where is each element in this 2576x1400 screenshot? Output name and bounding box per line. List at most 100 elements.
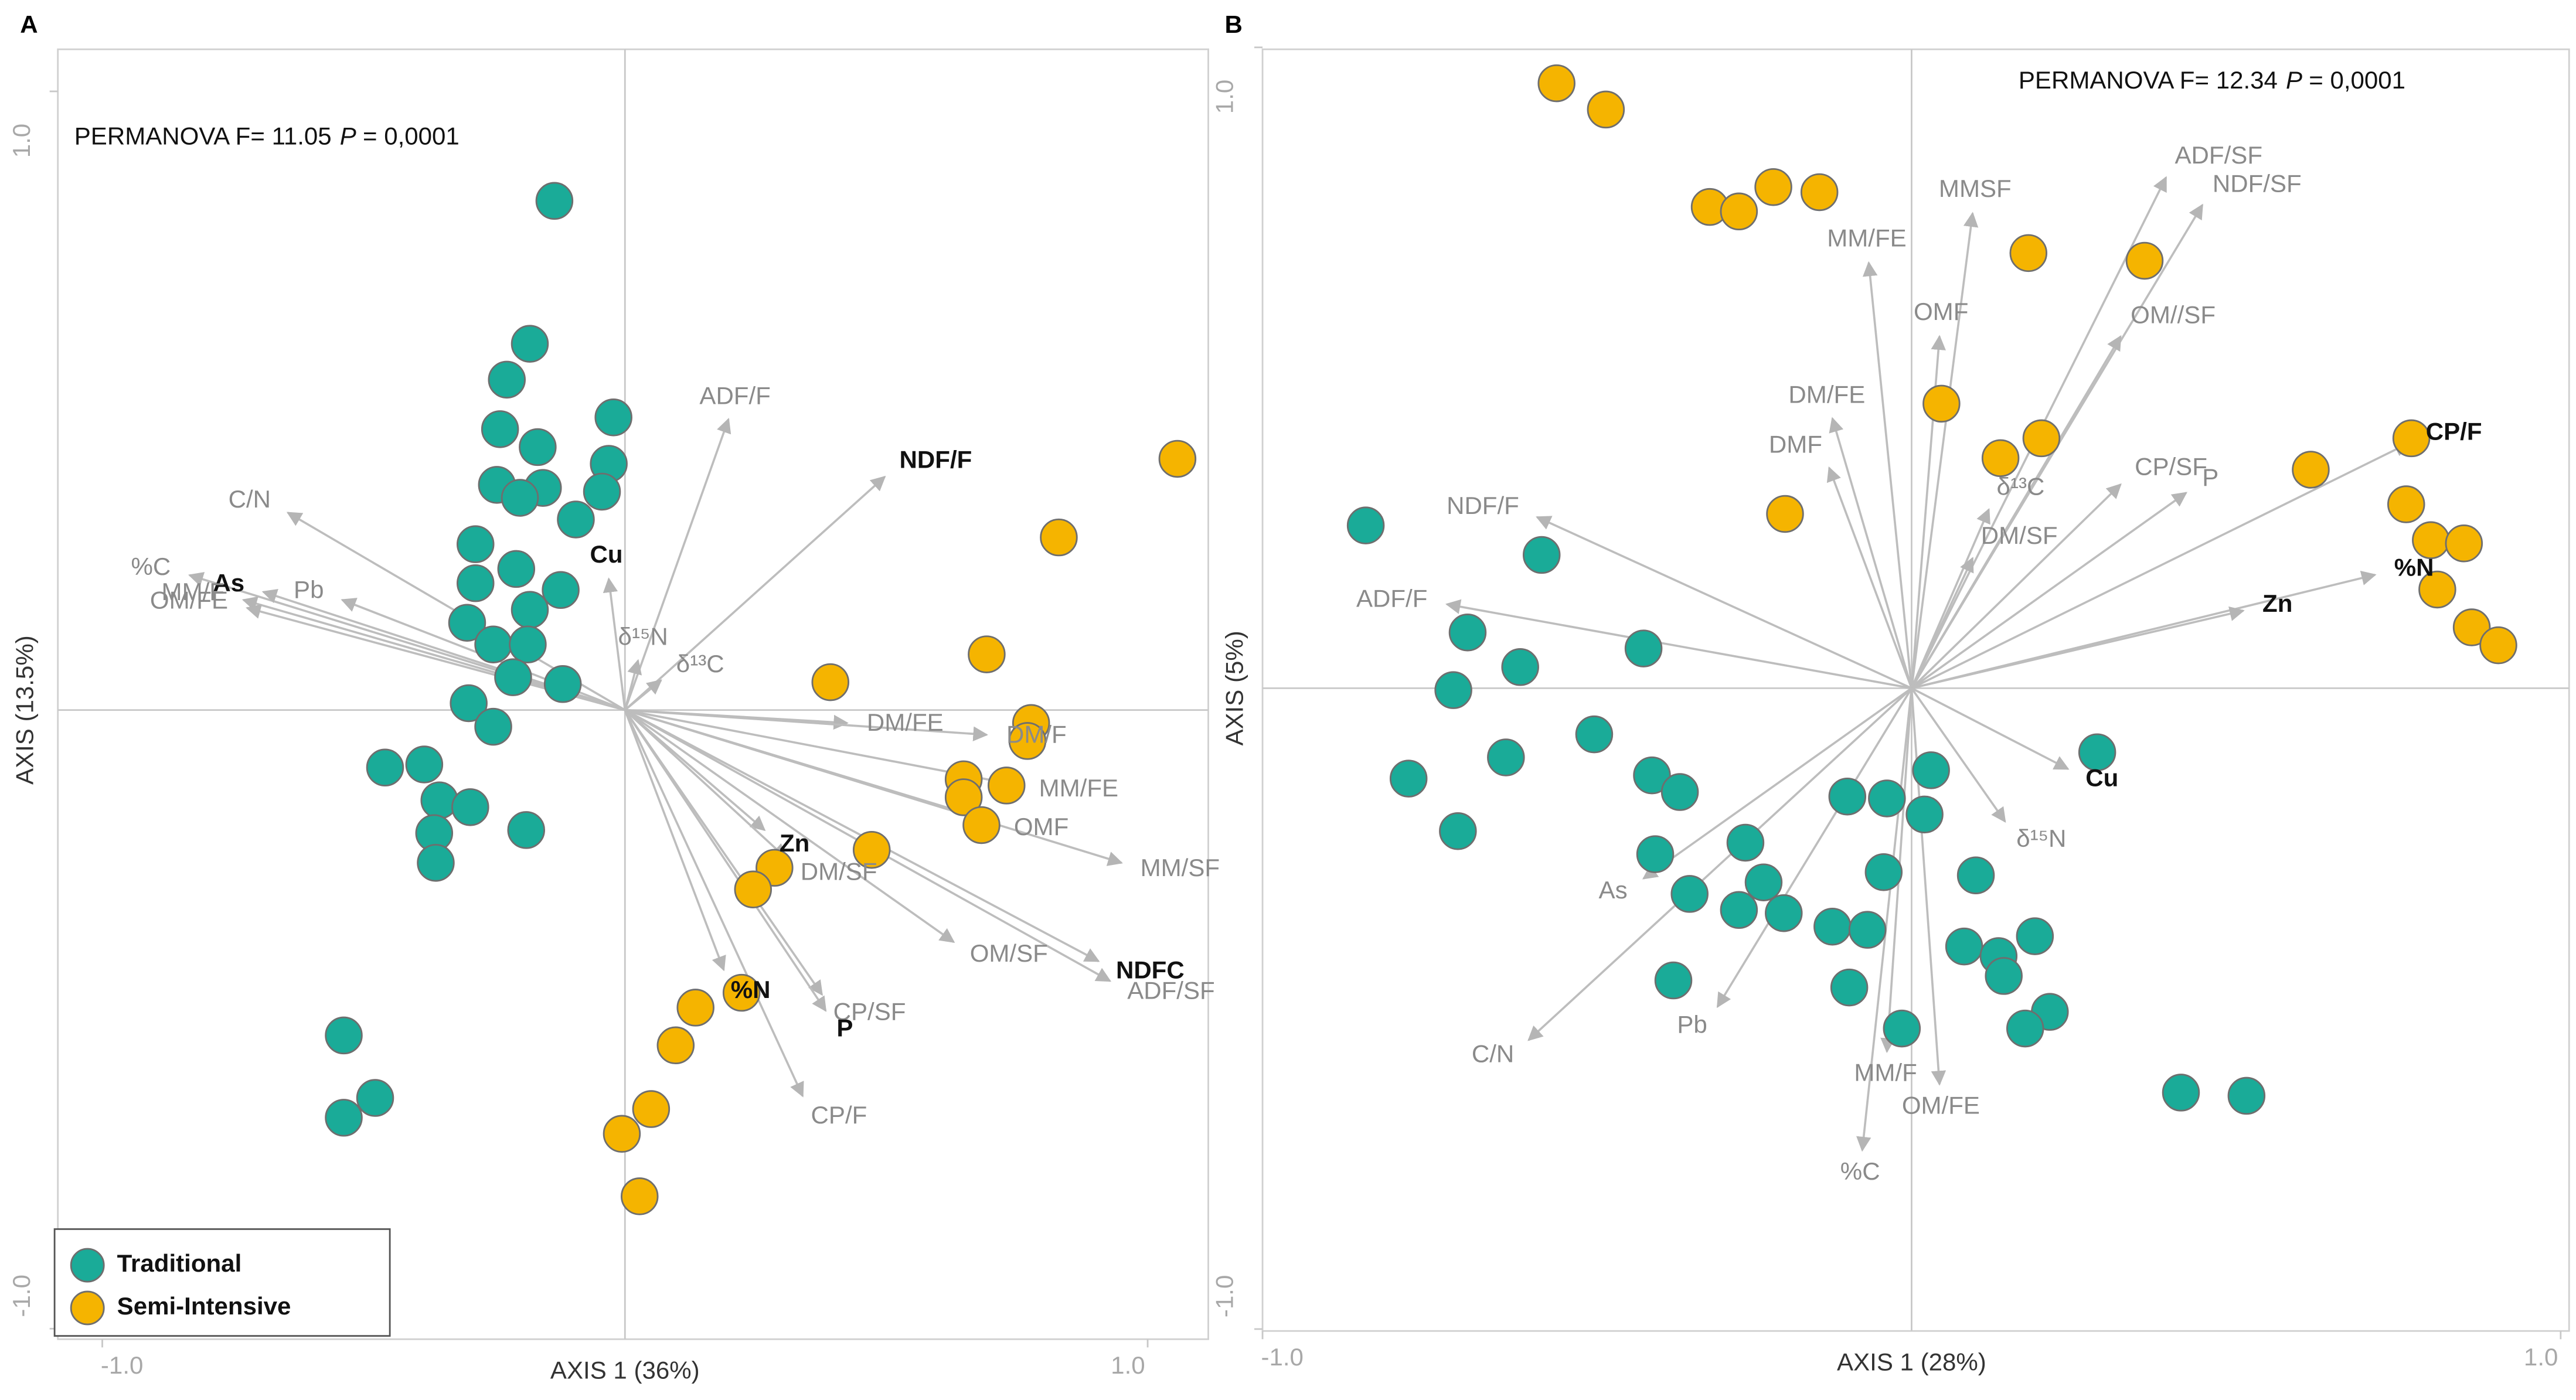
sample-point xyxy=(2078,733,2116,771)
loading-label: C/N xyxy=(1472,1040,1514,1067)
loading-label: OM/FE xyxy=(1902,1091,1980,1119)
loading-arrow xyxy=(1910,212,1979,689)
x-tick-label: 1.0 xyxy=(2524,1343,2558,1371)
x-tick-label: 1.0 xyxy=(1111,1351,1145,1379)
loading-label: OMF xyxy=(1914,298,1968,325)
sample-point xyxy=(325,1099,363,1137)
sample-point xyxy=(1636,835,1675,873)
y-tick-label: 1.0 xyxy=(8,124,35,158)
x-tick-label: -1.0 xyxy=(1261,1343,1303,1371)
legend-label: Traditional xyxy=(117,1249,242,1277)
loading-arrow xyxy=(1536,516,1913,690)
loading-label: %N xyxy=(731,976,771,1003)
sample-point xyxy=(1158,440,1197,478)
sample-point xyxy=(1487,738,1525,776)
x-axis-label: AXIS 1 (28%) xyxy=(1837,1348,1986,1375)
sample-point xyxy=(1726,823,1765,862)
loading-arrow xyxy=(624,679,662,711)
loading-arrow xyxy=(1910,687,2006,823)
loading-arrow xyxy=(624,709,726,972)
sample-point xyxy=(1848,911,1887,949)
sample-point xyxy=(474,707,512,746)
plot-frame xyxy=(1261,48,2570,1332)
loading-label: P xyxy=(836,1014,853,1041)
loading-arrow xyxy=(1910,557,1974,689)
loading-label: δ¹³C xyxy=(1997,472,2045,500)
loading-label: ADF/SF xyxy=(2175,141,2263,169)
loading-label: Zn xyxy=(2262,590,2292,617)
sample-point xyxy=(1956,856,1995,894)
permanova-annotation: PERMANOVA F= 12.34 P = 0,0001 xyxy=(2019,66,2405,94)
sample-point xyxy=(1883,1009,1921,1048)
loading-arrow xyxy=(1862,261,1913,689)
loading-label: Zn xyxy=(780,829,809,857)
sample-point xyxy=(1654,961,1693,1000)
sample-point xyxy=(1346,506,1385,544)
loading-arrow xyxy=(624,475,886,711)
sample-point xyxy=(519,428,557,466)
loading-label: NDFC xyxy=(1116,956,1185,984)
loading-label: DM/F xyxy=(1006,721,1067,748)
loading-label: DMF xyxy=(1769,431,1822,458)
sample-point xyxy=(2452,608,2491,646)
sample-point xyxy=(2445,524,2483,563)
loading-arrow xyxy=(624,708,997,826)
y-axis-label: AXIS (5%) xyxy=(1220,631,1248,745)
sample-point xyxy=(1670,875,1709,913)
legend-swatch xyxy=(70,1290,105,1326)
loading-arrow xyxy=(1527,687,1913,1041)
loading-arrow xyxy=(1911,483,2122,689)
loading-label: ADF/F xyxy=(699,382,770,410)
loading-label: P xyxy=(2202,464,2218,491)
sample-point xyxy=(405,745,444,784)
sample-point xyxy=(494,658,532,696)
sample-point xyxy=(944,778,983,816)
sample-point xyxy=(456,525,495,563)
loading-arrow xyxy=(624,709,827,1012)
sample-point xyxy=(1912,751,1950,789)
sample-point xyxy=(2387,485,2425,523)
y-tick-label: 1.0 xyxy=(1210,80,1238,114)
sample-point xyxy=(1765,894,1803,932)
loading-label: C/N xyxy=(229,485,271,513)
loading-label: MM/F xyxy=(162,578,224,605)
y-axis-label: AXIS (13.5%) xyxy=(11,635,39,785)
sample-point xyxy=(988,767,1026,805)
sample-point xyxy=(603,1115,641,1153)
legend-label: Semi-Intensive xyxy=(117,1292,291,1320)
loading-arrow xyxy=(625,708,988,741)
sample-point xyxy=(2292,451,2330,489)
loading-label: DM/SF xyxy=(1981,522,2058,549)
loading-label: Pb xyxy=(1677,1011,1707,1038)
sample-point xyxy=(1448,614,1487,652)
loading-arrow xyxy=(1826,466,1913,689)
sample-point xyxy=(1389,759,1428,798)
sample-point xyxy=(1434,671,1472,709)
loading-label: Pb xyxy=(294,576,324,604)
sample-point xyxy=(2125,241,2164,280)
loading-label: DM/FE xyxy=(867,708,944,736)
loading-label: NDF/F xyxy=(1447,492,1519,519)
loading-arrow xyxy=(624,659,642,711)
sample-point xyxy=(1828,777,1867,816)
sample-point xyxy=(501,479,539,517)
sample-point xyxy=(962,806,1001,844)
sample-point xyxy=(594,398,632,437)
sample-point xyxy=(1744,863,1783,901)
sample-point xyxy=(2162,1074,2200,1112)
loading-arrow xyxy=(624,709,955,943)
sample-point xyxy=(1922,384,1961,423)
sample-point xyxy=(325,1016,363,1055)
loading-arrow xyxy=(1445,599,1912,690)
sample-point xyxy=(2022,419,2061,458)
sample-point xyxy=(535,182,574,220)
loading-arrow xyxy=(624,709,787,859)
loading-label: δ¹⁵N xyxy=(618,622,668,650)
sample-point xyxy=(450,684,488,723)
sample-point xyxy=(632,1090,671,1128)
sample-point xyxy=(481,410,519,448)
sample-point xyxy=(1754,168,1792,206)
sample-point xyxy=(542,571,580,609)
sample-point xyxy=(1439,812,1477,850)
